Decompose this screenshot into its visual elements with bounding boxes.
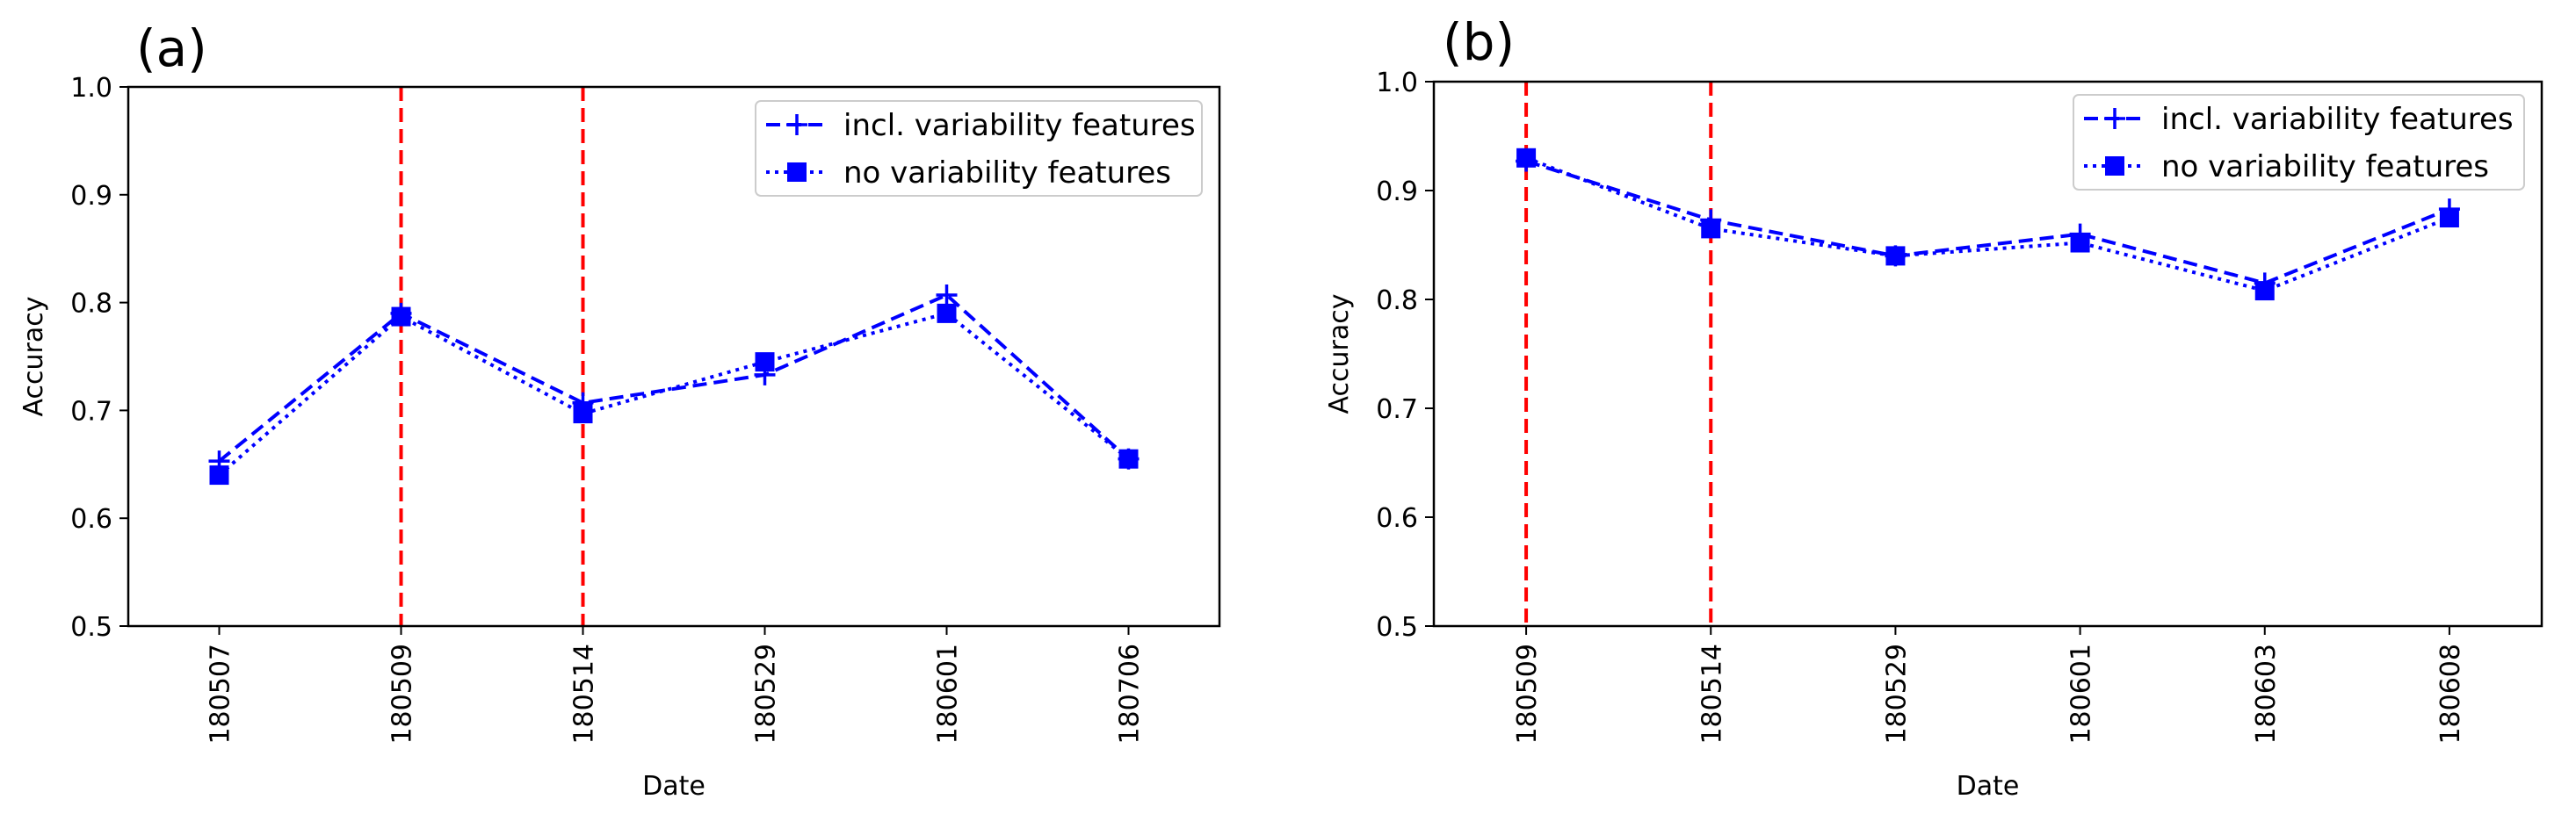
y-tick-label: 1.0: [1376, 68, 1418, 98]
x-tick-label: 180601: [933, 644, 964, 745]
x-tick-label: 180601: [2066, 644, 2097, 745]
x-tick-label: 180514: [569, 644, 600, 745]
series-line-no: [218, 311, 1130, 477]
x-tick-label: 180514: [1697, 644, 1727, 745]
data-point-no: [2254, 281, 2275, 301]
data-point-no: [1701, 219, 1721, 239]
x-axis-label: Date: [642, 771, 706, 802]
legend: incl. variability features no variability…: [755, 100, 1203, 197]
data-point-no: [755, 352, 775, 372]
chart-a: (a) 0.5 0.6 0.7 0.8 0.9 1.0 180507 180509 180514 1…: [18, 18, 1221, 802]
chart-b: (b) 0.5 0.6 0.7 0.8 0.9 1.0 180509 180514 180529 1…: [1324, 12, 2543, 802]
y-tick-label: 0.8: [70, 289, 112, 320]
legend-label: incl. variability features: [843, 108, 1196, 143]
y-tick-label: 0.6: [70, 504, 112, 535]
y-tick-label: 0.5: [70, 612, 112, 643]
data-point-no: [2070, 233, 2090, 253]
legend-label: no variability features: [843, 155, 1171, 191]
x-axis-label: Date: [1957, 771, 2020, 802]
y-tick-label: 0.8: [1376, 285, 1418, 316]
legend: incl. variability features no variability…: [2073, 94, 2525, 191]
data-point-no: [1516, 148, 1537, 168]
y-tick-label: 0.5: [1376, 612, 1418, 643]
y-tick-label: 0.9: [1376, 176, 1418, 207]
x-tick-label: 180529: [1881, 644, 1912, 745]
plot-frame: [127, 85, 1221, 628]
legend-swatch-marker: [2105, 156, 2124, 176]
y-tick-label: 0.7: [70, 396, 112, 427]
series-line-no: [1525, 155, 2450, 293]
data-point-no: [209, 465, 229, 486]
series-line-incl: [218, 292, 1130, 463]
legend-swatch-marker: [2104, 108, 2125, 129]
plot-frame: [1432, 80, 2543, 628]
x-tick-label: 180529: [751, 644, 782, 745]
y-tick-label: 0.7: [1376, 394, 1418, 425]
data-point-no: [2439, 208, 2459, 227]
data-point-incl: [936, 284, 958, 306]
legend-box: [2073, 94, 2525, 191]
x-tick-label: 180509: [1512, 644, 1543, 745]
panel-label: (b): [1443, 12, 1515, 72]
x-tick-label: 180608: [2435, 644, 2466, 745]
x-tick-label: 180507: [206, 644, 236, 745]
legend-swatch-marker: [786, 114, 807, 135]
legend-label: no variability features: [2161, 149, 2489, 184]
data-point-no: [1118, 449, 1139, 469]
data-point-no: [391, 306, 411, 327]
data-point-no: [937, 303, 957, 323]
data-point-no: [573, 404, 593, 424]
legend-label: incl. variability features: [2161, 102, 2514, 137]
x-tick-label: 180706: [1115, 644, 1146, 745]
y-tick-label: 0.6: [1376, 503, 1418, 534]
y-axis-label: Accuracy: [1324, 294, 1355, 414]
x-tick-label: 180603: [2251, 644, 2282, 745]
y-tick-label: 1.0: [70, 73, 112, 104]
y-tick-label: 0.9: [70, 181, 112, 212]
y-axis-label: Accuracy: [18, 297, 49, 417]
x-tick-label: 180509: [387, 644, 418, 745]
legend-swatch-marker: [787, 162, 807, 182]
panel-label: (a): [136, 18, 207, 78]
series-line-incl: [1525, 159, 2450, 285]
data-point-no: [1885, 246, 1906, 266]
legend-box: [755, 100, 1203, 197]
